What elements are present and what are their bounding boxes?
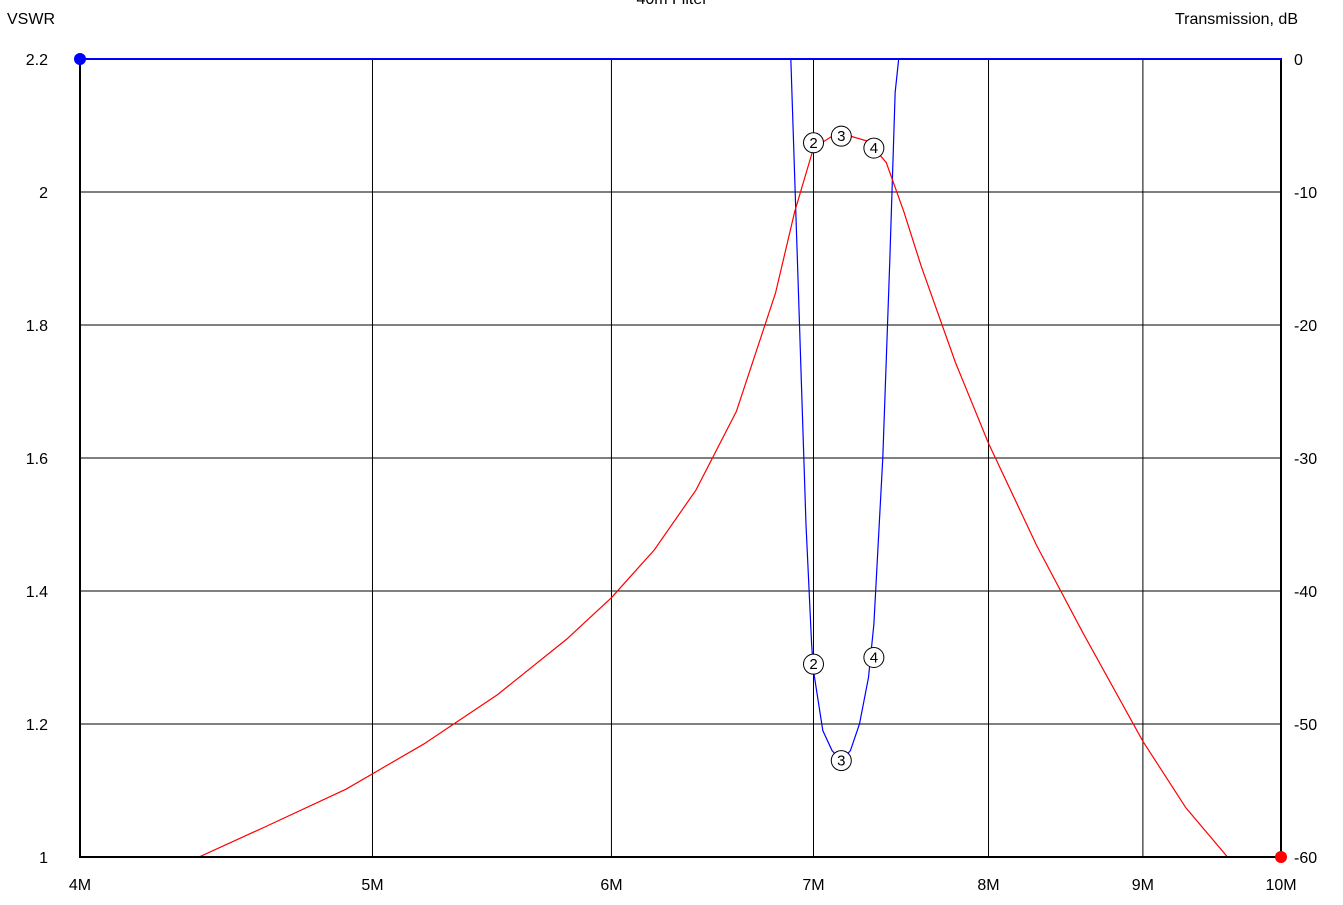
- transmission-series-line: [80, 134, 1281, 858]
- grid-lines: [79, 58, 1282, 858]
- marker-5-label: 4: [870, 140, 878, 157]
- x-tick-label-2: 6M: [600, 877, 622, 894]
- markers-group: 2 3 4 2 3 4: [802, 125, 885, 772]
- y-right-tick-label-2: -20: [1294, 318, 1317, 335]
- x-tick-label-0: 4M: [69, 877, 91, 894]
- marker-3-circle: [802, 132, 824, 154]
- y-right-tick-label-6: -60: [1294, 850, 1317, 867]
- x-tick-label-6: 10M: [1265, 877, 1296, 894]
- marker-3-label: 2: [809, 135, 817, 152]
- marker-0-circle: [802, 653, 824, 675]
- y-left-tick-label-6: 2.2: [26, 52, 48, 69]
- marker-1-label: 3: [837, 753, 845, 770]
- x-axis-tick-labels: 4M 5M 6M 7M 8M 9M 10M: [69, 877, 1297, 894]
- y-right-tick-label-3: -30: [1294, 451, 1317, 468]
- x-tick-label-5: 9M: [1132, 877, 1154, 894]
- marker-2-circle: [863, 647, 885, 668]
- y-right-tick-label-5: -50: [1294, 717, 1317, 734]
- y-right-tick-label-1: -10: [1294, 185, 1317, 202]
- marker-0-label: 2: [809, 656, 817, 673]
- right-axis-tick-labels: 0 -10 -20 -30 -40 -50 -60: [1294, 52, 1317, 867]
- left-axis-tick-labels: 1 1.2 1.4 1.6 1.8 2 2.2: [26, 52, 48, 867]
- y-left-tick-label-3: 1.6: [26, 451, 48, 468]
- y-left-tick-label-1: 1.2: [26, 717, 48, 734]
- plot-frame: [74, 53, 1287, 863]
- y-left-tick-label-4: 1.8: [26, 318, 48, 335]
- marker-4-label: 3: [837, 128, 845, 145]
- marker-2-label: 4: [870, 650, 878, 667]
- right-axis-title: Transmission, dB: [1175, 11, 1298, 28]
- y-left-tick-label-2: 1.4: [26, 584, 48, 601]
- vswr-axis-dot: [74, 53, 86, 65]
- marker-1-circle: [830, 750, 852, 772]
- chart-title: 40m Filter: [636, 0, 708, 8]
- y-left-tick-label-0: 1: [39, 850, 48, 867]
- marker-4-circle: [830, 125, 852, 147]
- y-left-tick-label-5: 2: [39, 185, 48, 202]
- x-tick-label-3: 7M: [802, 877, 824, 894]
- marker-5-circle: [863, 137, 885, 159]
- y-right-tick-label-0: 0: [1294, 52, 1303, 69]
- x-tick-label-1: 5M: [361, 877, 383, 894]
- left-axis-title: VSWR: [7, 11, 55, 28]
- transmission-axis-dot: [1275, 851, 1287, 863]
- x-tick-label-4: 8M: [977, 877, 999, 894]
- y-right-tick-label-4: -40: [1294, 584, 1317, 601]
